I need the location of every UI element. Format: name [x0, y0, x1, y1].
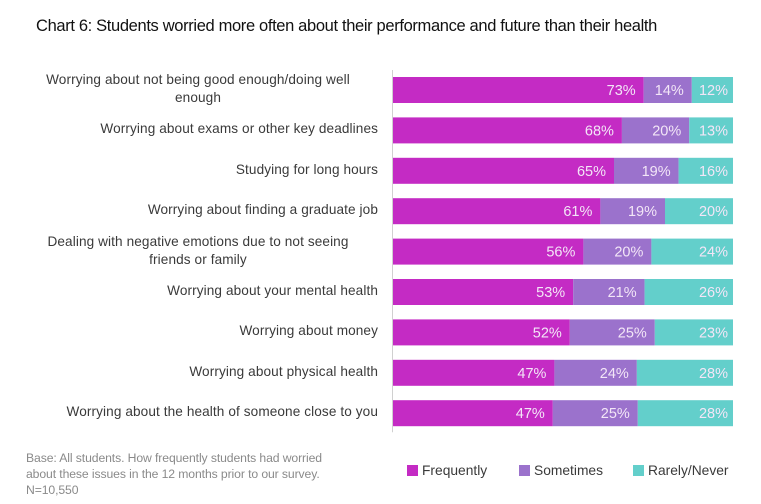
- bar-segment-rarely-never: [644, 279, 733, 305]
- category-label-line: Studying for long hours: [235, 161, 378, 177]
- data-label: 25%: [601, 406, 630, 422]
- data-label: 13%: [699, 123, 728, 139]
- legend-item-rarely-never: Rarely/Never: [633, 463, 729, 478]
- bar-segment-frequently: [393, 359, 555, 386]
- data-label: 16%: [699, 164, 728, 180]
- data-label: 56%: [546, 245, 575, 261]
- bar-segment-sometimes: [600, 198, 665, 225]
- bar-segment-rarely-never: [678, 157, 733, 184]
- data-label: 24%: [699, 245, 728, 261]
- bar-segment-rarely-never: [689, 117, 733, 144]
- data-label: 28%: [699, 366, 728, 382]
- data-label: 14%: [655, 83, 684, 99]
- bar-segment-sometimes: [569, 319, 655, 346]
- category-label-line: Worrying about money: [239, 323, 378, 339]
- legend-swatch-sometimes: [519, 465, 530, 476]
- category-label: Worrying about not being good enough/doi…: [18, 71, 378, 107]
- bar-row: 56% 20% 24%: [393, 238, 733, 265]
- bar-segment-rarely-never: [654, 319, 733, 346]
- data-label: 68%: [585, 123, 614, 139]
- category-label-line: friends or family: [149, 251, 247, 267]
- data-label: 73%: [607, 83, 636, 99]
- data-label: 53%: [536, 285, 565, 301]
- bar-row: 61% 19% 20%: [393, 198, 733, 225]
- data-label: 52%: [533, 325, 562, 341]
- data-label: 20%: [652, 123, 681, 139]
- bar-row: 47% 24% 28%: [393, 359, 733, 386]
- category-label-line: Worrying about not being good enough/doi…: [46, 72, 350, 87]
- category-label: Worrying about finding a graduate job: [18, 201, 378, 219]
- note-line: Base: All students. How frequently stude…: [26, 451, 322, 465]
- bar-segment-frequently: [393, 157, 614, 184]
- bar-row: 73% 14% 12%: [393, 77, 733, 103]
- bar-segment-sometimes: [643, 77, 692, 103]
- bar-segment-frequently: [393, 279, 574, 305]
- data-label: 21%: [608, 285, 637, 301]
- bar-segment-rarely-never: [636, 359, 733, 386]
- bar-segment-frequently: [393, 319, 570, 346]
- legend-label-frequently: Frequently: [422, 463, 488, 478]
- category-label: Worrying about exams or other key deadli…: [18, 120, 378, 138]
- data-label: 19%: [642, 164, 671, 180]
- category-label-line: enough: [175, 90, 221, 105]
- data-label: 47%: [517, 366, 546, 382]
- legend-label-sometimes: Sometimes: [534, 463, 604, 478]
- bar-segment-rarely-never: [637, 400, 733, 427]
- bar-segment-frequently: [393, 198, 601, 225]
- category-label-line: Worrying about physical health: [189, 363, 378, 379]
- bar-segment-frequently: [393, 77, 644, 103]
- data-label: 24%: [600, 366, 629, 382]
- category-label: Worrying about physical health: [18, 363, 378, 381]
- data-label: 65%: [577, 164, 606, 180]
- bar-segment-frequently: [393, 117, 622, 144]
- category-label-line: Worrying about the health of someone clo…: [66, 404, 378, 420]
- bar-row: 65% 19% 16%: [393, 157, 733, 184]
- base-note: Base: All students. How frequently stude…: [26, 450, 386, 498]
- legend-swatch-frequently: [407, 465, 418, 476]
- bar-segment-sometimes: [621, 117, 690, 144]
- category-label: Worrying about the health of someone clo…: [18, 403, 378, 421]
- bar-row: 68% 20% 13%: [393, 117, 733, 144]
- data-label: 61%: [563, 204, 592, 220]
- data-label: 23%: [699, 325, 728, 341]
- bar-row: 47% 25% 28%: [393, 400, 733, 427]
- data-label: 19%: [628, 204, 657, 220]
- bar-segment-sometimes: [552, 400, 638, 427]
- bar-segment-sometimes: [583, 238, 652, 265]
- legend-item-sometimes: Sometimes: [519, 463, 603, 478]
- category-label: Dealing with negative emotions due to no…: [18, 233, 378, 269]
- data-label: 26%: [699, 285, 728, 301]
- bar-segment-sometimes: [554, 359, 637, 386]
- note-line: N=10,550: [26, 483, 79, 497]
- category-label: Worrying about money: [18, 322, 378, 340]
- bar-segment-sometimes: [614, 157, 679, 184]
- data-label: 12%: [699, 83, 728, 99]
- category-label: Studying for long hours: [18, 161, 378, 179]
- bar-segment-rarely-never: [651, 238, 733, 265]
- legend-label-rarely-never: Rarely/Never: [648, 463, 729, 478]
- category-label-line: Worrying about exams or other key deadli…: [100, 121, 378, 137]
- category-label-line: Worrying about your mental health: [167, 283, 378, 298]
- chart-title: Chart 6: Students worried more often abo…: [36, 17, 657, 35]
- bar-row: 53% 21% 26%: [393, 279, 733, 305]
- note-line: about these issues in the 12 months prio…: [26, 467, 320, 481]
- legend-item-frequently: Frequently: [407, 463, 487, 478]
- legend-swatch-rarely-never: [633, 465, 644, 476]
- bar-row: 52% 25% 23%: [393, 319, 733, 346]
- data-label: 28%: [699, 406, 728, 422]
- category-label: Worrying about your mental health: [18, 282, 378, 300]
- data-label: 25%: [618, 325, 647, 341]
- bar-segment-rarely-never: [691, 77, 733, 103]
- category-label-line: Dealing with negative emotions due to no…: [47, 233, 349, 249]
- data-label: 47%: [516, 406, 545, 422]
- bar-segment-sometimes: [573, 279, 645, 305]
- bar-segment-frequently: [393, 238, 584, 265]
- data-label: 20%: [699, 204, 728, 220]
- bar-segment-rarely-never: [665, 198, 733, 225]
- bar-segment-frequently: [393, 400, 553, 427]
- category-label-line: Worrying about finding a graduate job: [147, 202, 378, 218]
- data-label: 20%: [614, 245, 643, 261]
